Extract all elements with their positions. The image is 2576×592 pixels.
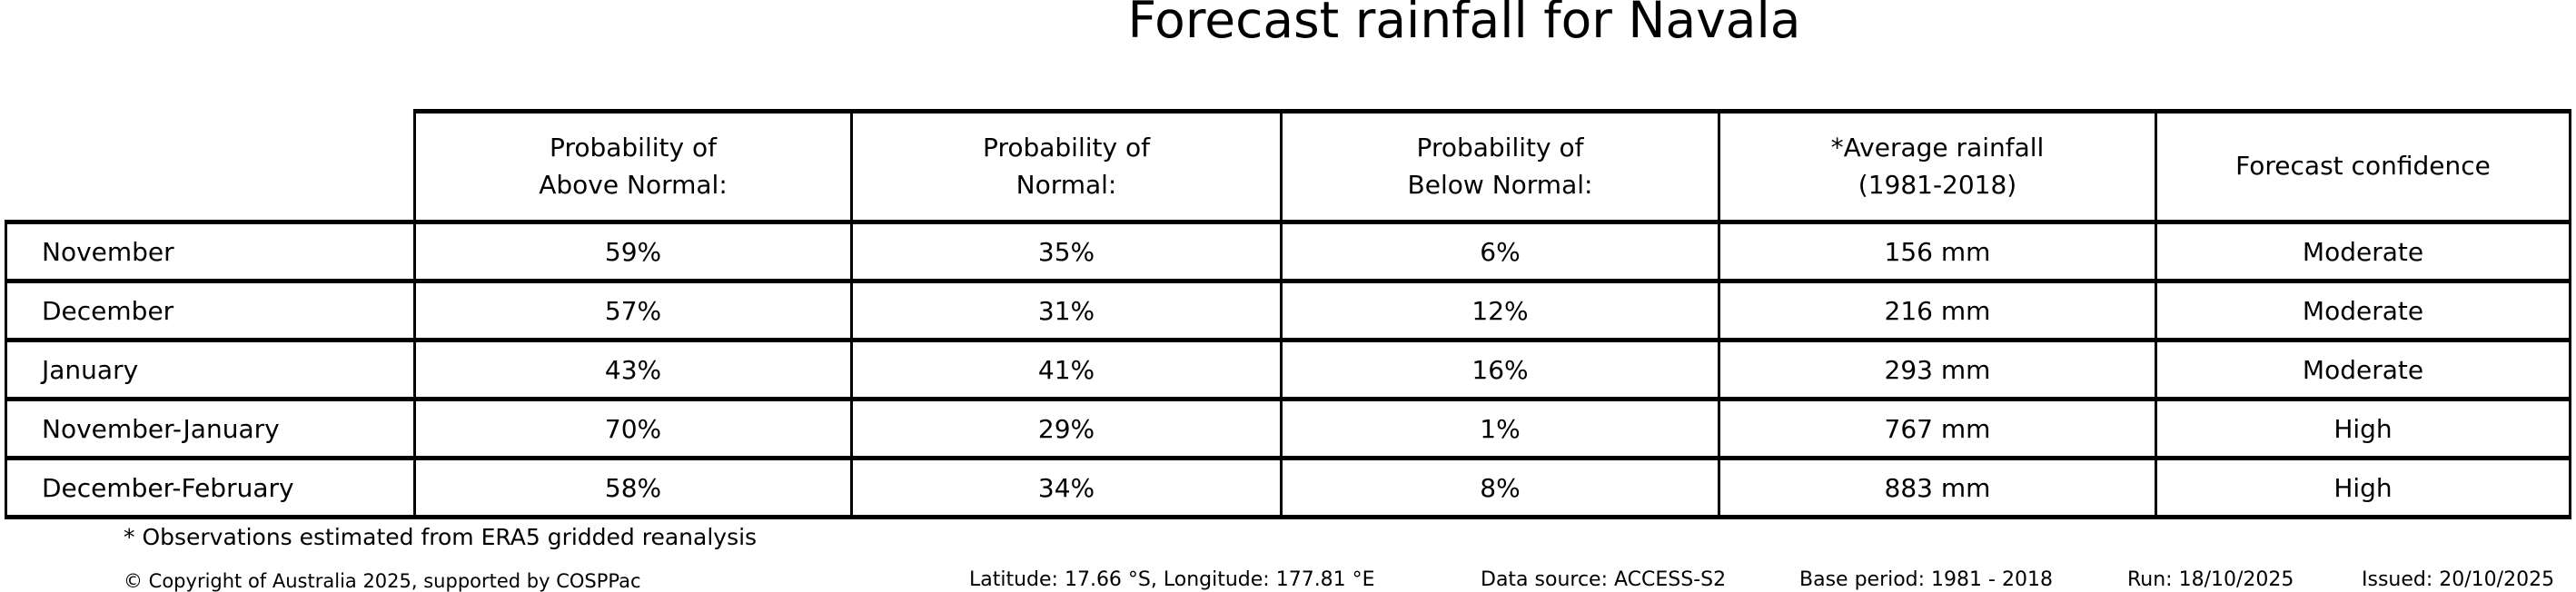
cell-below-normal: 8%: [1280, 456, 1720, 519]
forecast-table: Probability of Above Normal: Probability…: [5, 109, 2571, 519]
cell-normal: 29%: [850, 397, 1283, 460]
cell-normal: 34%: [850, 456, 1283, 519]
col-header-average-rainfall: *Average rainfall (1981-2018): [1718, 109, 2157, 224]
cell-above-normal: 58%: [413, 456, 853, 519]
row-label: November-January: [5, 397, 416, 460]
col-header-above-normal: Probability of Above Normal:: [413, 109, 853, 224]
footer-issued-date: Issued: 20/10/2025: [2362, 568, 2555, 591]
col-header-forecast-confidence: Forecast confidence: [2155, 109, 2571, 224]
footer-run-date: Run: 18/10/2025: [2127, 568, 2294, 591]
cell-average-rainfall: 293 mm: [1718, 338, 2157, 401]
cell-forecast-confidence: High: [2155, 456, 2571, 519]
row-label: January: [5, 338, 416, 401]
cell-normal: 41%: [850, 338, 1283, 401]
footer-data-source: Data source: ACCESS-S2: [1481, 568, 1727, 591]
row-label: December: [5, 279, 416, 342]
footnote: * Observations estimated from ERA5 gridd…: [124, 524, 758, 550]
table-row: December-February 58% 34% 8% 883 mm High: [5, 456, 2571, 519]
row-label: December-February: [5, 456, 416, 519]
cell-below-normal: 6%: [1280, 220, 1720, 283]
cell-below-normal: 12%: [1280, 279, 1720, 342]
cell-normal: 31%: [850, 279, 1283, 342]
cell-normal: 35%: [850, 220, 1283, 283]
cell-above-normal: 57%: [413, 279, 853, 342]
cell-average-rainfall: 216 mm: [1718, 279, 2157, 342]
page-title: Forecast rainfall for Navala: [1127, 0, 1801, 49]
table-header-row: Probability of Above Normal: Probability…: [6, 109, 2571, 224]
footer-base-period: Base period: 1981 - 2018: [1799, 568, 2053, 591]
cell-forecast-confidence: Moderate: [2155, 220, 2571, 283]
table-row: November 59% 35% 6% 156 mm Moderate: [5, 220, 2571, 283]
cell-forecast-confidence: Moderate: [2155, 279, 2571, 342]
table-row: November-January 70% 29% 1% 767 mm High: [5, 397, 2571, 460]
col-header-normal: Probability of Normal:: [850, 109, 1283, 224]
cell-below-normal: 16%: [1280, 338, 1720, 401]
table-corner-cell: [6, 112, 415, 222]
footer-location: Latitude: 17.66 °S, Longitude: 177.81 °E: [969, 568, 1375, 591]
cell-above-normal: 70%: [413, 397, 853, 460]
cell-above-normal: 43%: [413, 338, 853, 401]
row-label: November: [5, 220, 416, 283]
footer-copyright: © Copyright of Australia 2025, supported…: [124, 570, 641, 592]
col-header-below-normal: Probability of Below Normal:: [1280, 109, 1720, 224]
table-row: December 57% 31% 12% 216 mm Moderate: [5, 279, 2571, 342]
table-row: January 43% 41% 16% 293 mm Moderate: [5, 338, 2571, 401]
cell-forecast-confidence: Moderate: [2155, 338, 2571, 401]
cell-above-normal: 59%: [413, 220, 853, 283]
cell-average-rainfall: 883 mm: [1718, 456, 2157, 519]
cell-average-rainfall: 767 mm: [1718, 397, 2157, 460]
cell-average-rainfall: 156 mm: [1718, 220, 2157, 283]
cell-forecast-confidence: High: [2155, 397, 2571, 460]
cell-below-normal: 1%: [1280, 397, 1720, 460]
